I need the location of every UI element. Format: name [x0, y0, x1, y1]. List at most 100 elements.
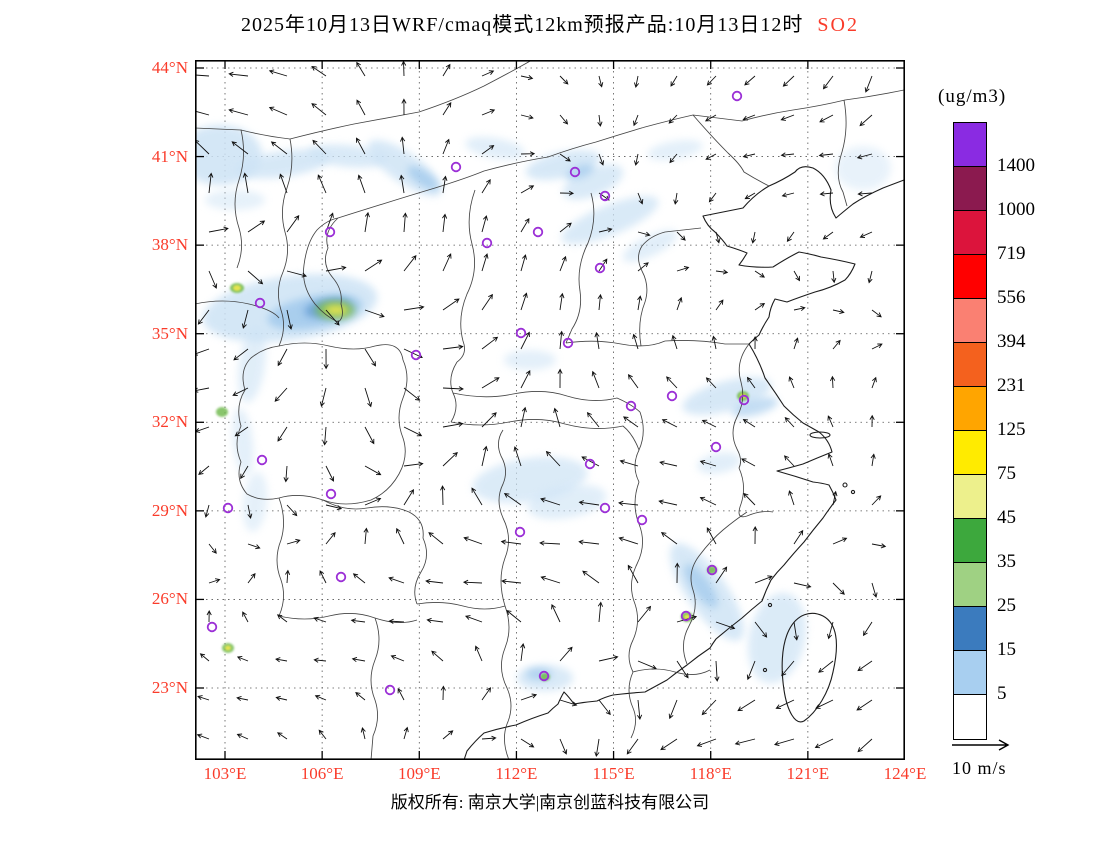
colorbar-label: 231	[997, 375, 1026, 396]
colorbar-segment	[954, 167, 986, 211]
so2-plume	[232, 408, 254, 476]
wind-arrow	[195, 74, 210, 77]
wind-arrow	[240, 465, 249, 480]
wind-arrow	[598, 75, 604, 88]
wind-arrow	[598, 699, 611, 716]
wind-arrow	[699, 459, 717, 467]
colorbar-segment	[954, 255, 986, 299]
wind-arrow	[481, 336, 499, 350]
city-marker	[710, 441, 722, 453]
wind-arrow	[559, 738, 568, 755]
wind-arrow	[364, 211, 370, 233]
wind-arrow	[195, 426, 210, 433]
wind-arrow	[351, 656, 366, 663]
wind-arrow	[752, 525, 758, 545]
page-title: 2025年10月13日WRF/cmaq模式12km预报产品:10月13日12时 S…	[0, 8, 1100, 37]
city-marker	[335, 571, 347, 583]
wind-arrow	[268, 106, 288, 116]
wind-arrow	[784, 417, 795, 428]
wind-arrow	[781, 192, 795, 198]
wind-arrow	[197, 695, 210, 701]
wind-arrow	[520, 370, 531, 389]
so2-plume	[697, 452, 741, 474]
wind-arrow	[637, 231, 651, 237]
so2-plume	[307, 144, 387, 168]
wind-arrow	[754, 302, 766, 311]
wind-arrow	[236, 733, 249, 740]
wind-scale-label: 10 m/s	[952, 758, 1007, 778]
wind-arrow	[364, 497, 382, 506]
wind-arrow	[559, 153, 571, 162]
wind-arrow	[428, 532, 444, 545]
wind-arrow	[818, 660, 834, 673]
wind-arrow	[551, 603, 561, 623]
wind-arrow	[553, 407, 561, 428]
taiwan-island	[781, 612, 838, 723]
city-marker	[599, 502, 611, 514]
city-marker	[384, 684, 396, 696]
graticule-layer	[195, 60, 905, 760]
wind-arrow	[481, 687, 492, 701]
wind-arrow	[325, 504, 343, 511]
wind-arrow	[520, 738, 535, 748]
wind-arrow	[481, 293, 493, 311]
wind-arrow	[786, 231, 795, 242]
city-marker	[636, 514, 648, 526]
wind-arrow	[633, 153, 640, 166]
wind-arrow	[481, 215, 488, 233]
wind-arrow	[737, 699, 756, 712]
wind-arrow	[402, 212, 408, 233]
wind-arrow	[471, 487, 483, 506]
wind-arrow	[752, 336, 758, 350]
wind-arrow	[500, 539, 522, 545]
wind-arrow	[591, 370, 600, 389]
x-axis-label: 124°E	[883, 764, 927, 783]
wind-arrow	[793, 582, 812, 589]
city-marker	[666, 390, 678, 402]
y-axis-label: 35°N	[151, 323, 188, 343]
wind-arrow	[706, 75, 717, 86]
colorbar-segment	[954, 211, 986, 255]
wind-arrow	[559, 292, 565, 311]
wind-arrow	[403, 726, 409, 740]
wind-arrow	[788, 490, 795, 506]
wind-arrow	[832, 490, 838, 506]
wind-arrow	[701, 699, 717, 716]
city-marker	[222, 502, 234, 514]
city-marker	[515, 327, 527, 339]
so2-plume	[504, 350, 556, 370]
colorbar-label: 719	[997, 243, 1026, 264]
city-marker	[514, 526, 526, 538]
x-axis-label: 112°E	[495, 764, 538, 783]
wind-arrow	[540, 575, 561, 584]
wind-arrow	[279, 173, 288, 194]
wind-arrow	[793, 529, 804, 545]
wind-arrow	[618, 536, 639, 545]
wind-arrow	[208, 543, 217, 554]
city-marker	[450, 161, 462, 173]
wind-arrow	[637, 262, 649, 272]
wind-arrow	[325, 265, 347, 272]
wind-arrow	[277, 348, 288, 367]
wind-arrow	[559, 646, 573, 662]
wind-arrow	[275, 695, 288, 701]
so2-plume	[562, 164, 624, 200]
wind-arrow	[431, 650, 444, 662]
wind-arrow	[286, 309, 293, 330]
x-axis-label: 121°E	[786, 764, 830, 783]
province-border	[683, 511, 748, 665]
wind-arrow	[780, 114, 795, 121]
wind-arrow	[871, 582, 878, 598]
wind-arrow	[856, 699, 873, 711]
wind-arrow	[742, 153, 756, 159]
city-marker	[706, 564, 718, 576]
wind-arrow	[711, 335, 717, 350]
wind-arrow	[520, 643, 526, 662]
wind-arrow	[582, 570, 600, 584]
colorbar-label: 394	[997, 331, 1026, 352]
wind-arrow	[400, 136, 406, 155]
wind-arrow	[195, 110, 210, 116]
colorbar-label: 25	[997, 595, 1016, 616]
so2-plume	[465, 136, 525, 160]
wind-arrow	[520, 406, 527, 428]
